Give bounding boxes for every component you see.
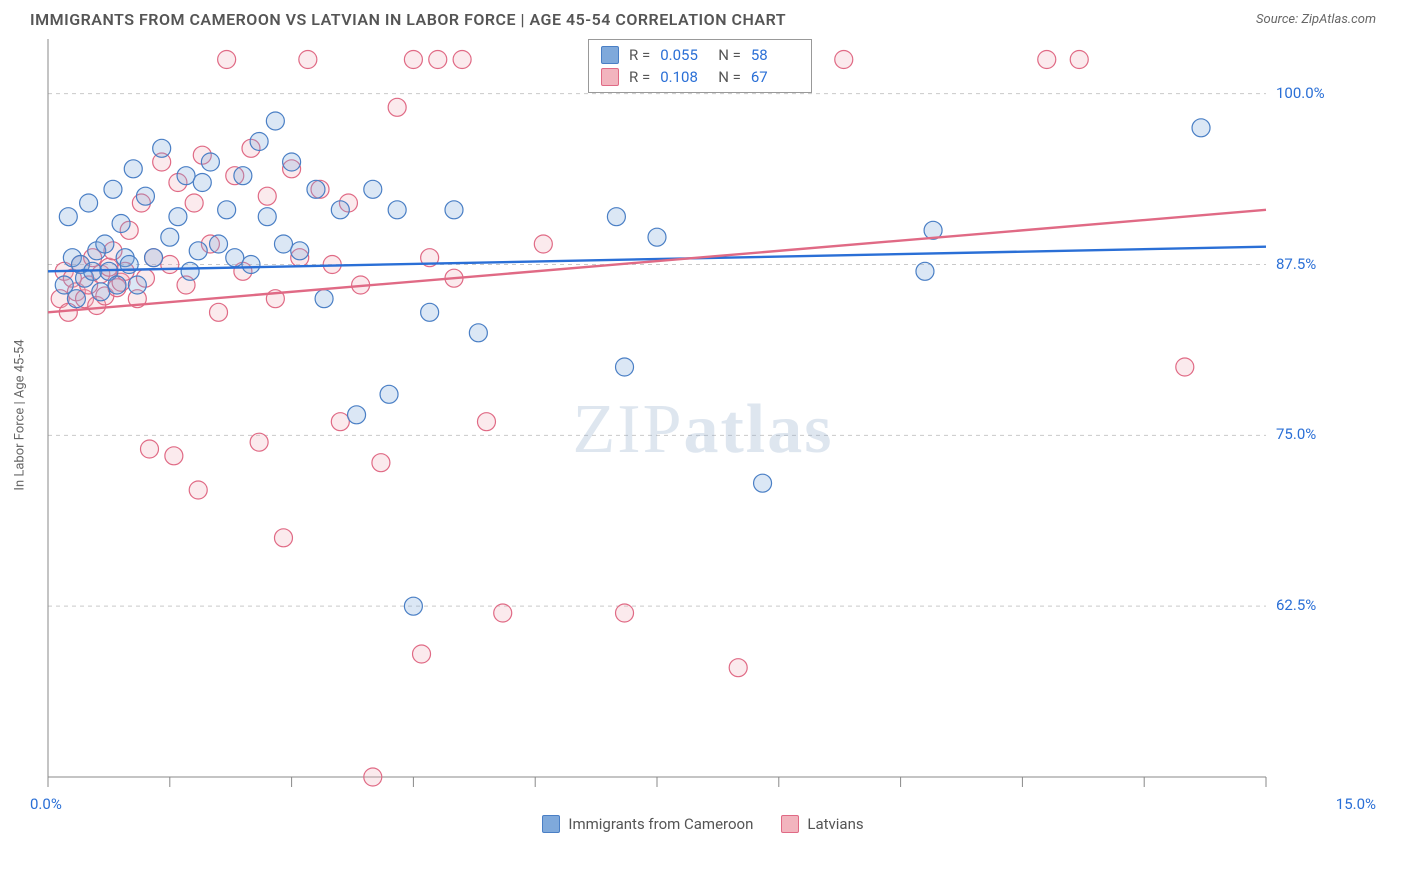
corr-swatch-cameroon bbox=[601, 46, 619, 64]
correlation-box: R = 0.055 N = 58 R = 0.108 N = 67 bbox=[588, 39, 812, 93]
corr-row-cameroon: R = 0.055 N = 58 bbox=[589, 44, 811, 66]
corr-N-value-cameroon: 58 bbox=[751, 46, 799, 64]
x-axis-max-label: 15.0% bbox=[1336, 795, 1376, 813]
legend-label-latvians: Latvians bbox=[807, 815, 863, 833]
corr-N-label: N = bbox=[718, 46, 741, 64]
source-credit: Source: ZipAtlas.com bbox=[1256, 12, 1376, 27]
corr-swatch-latvians bbox=[601, 68, 619, 86]
corr-R-value-cameroon: 0.055 bbox=[660, 46, 708, 64]
legend-item-cameroon: Immigrants from Cameroon bbox=[542, 815, 753, 833]
scatter-chart bbox=[30, 35, 1330, 795]
legend-swatch-cameroon bbox=[542, 815, 560, 833]
x-axis-min-label: 0.0% bbox=[30, 795, 62, 813]
y-tick-label: 75.0% bbox=[1276, 425, 1316, 443]
y-axis-label: In Labor Force | Age 45-54 bbox=[13, 339, 28, 490]
legend-swatch-latvians bbox=[781, 815, 799, 833]
y-tick-label: 87.5% bbox=[1276, 255, 1316, 273]
y-tick-label: 100.0% bbox=[1276, 84, 1325, 102]
corr-row-latvians: R = 0.108 N = 67 bbox=[589, 66, 811, 88]
legend-item-latvians: Latvians bbox=[781, 815, 863, 833]
legend-label-cameroon: Immigrants from Cameroon bbox=[568, 815, 753, 833]
chart-container: In Labor Force | Age 45-54 ZIPatlas R =0… bbox=[30, 35, 1376, 795]
y-tick-label: 62.5% bbox=[1276, 596, 1316, 614]
corr-R-label: R = bbox=[629, 68, 650, 86]
bottom-legend: Immigrants from Cameroon Latvians bbox=[0, 815, 1406, 833]
corr-N-value-latvians: 67 bbox=[751, 68, 799, 86]
corr-R-value-latvians: 0.108 bbox=[660, 68, 708, 86]
chart-title: IMMIGRANTS FROM CAMEROON VS LATVIAN IN L… bbox=[30, 10, 786, 29]
corr-N-label: N = bbox=[718, 68, 741, 86]
corr-R-label: R = bbox=[629, 46, 650, 64]
